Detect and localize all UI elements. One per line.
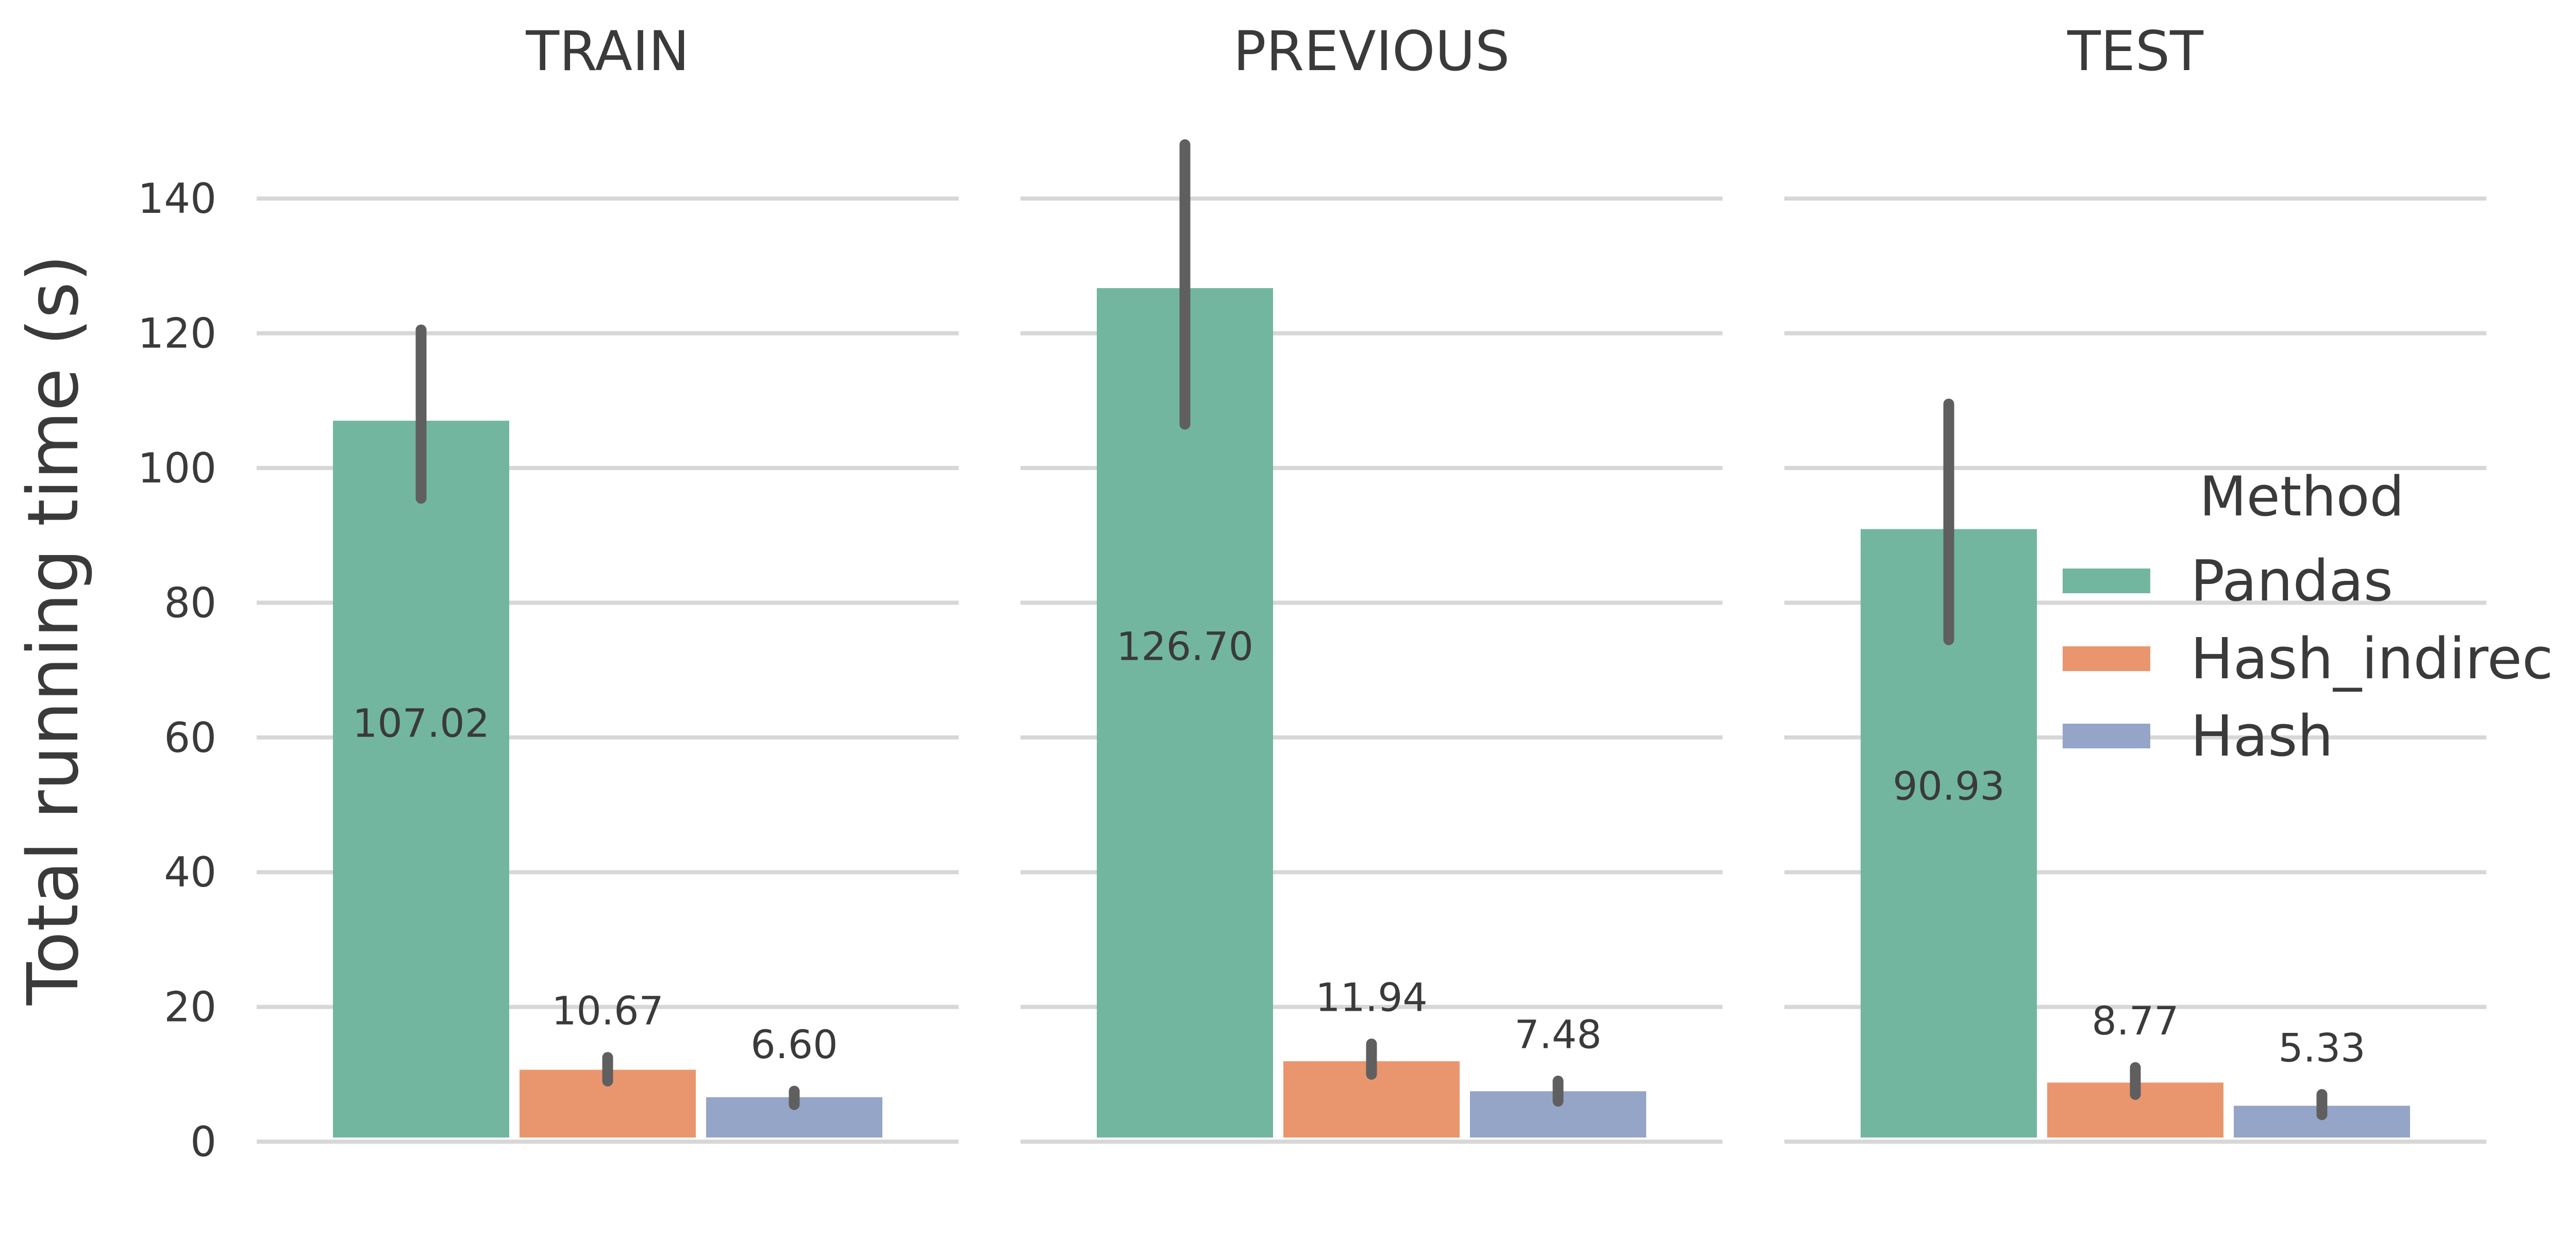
data-label: 90.93 (1893, 763, 2005, 809)
legend-swatch (2063, 646, 2150, 671)
data-label: 126.70 (1116, 624, 1253, 670)
data-label: 7.48 (1514, 1011, 1601, 1057)
data-label: 10.67 (551, 988, 664, 1034)
y-axis-ticks: 0 20 40 60 80 100 120 140 (138, 175, 216, 1166)
y-axis-label: Total running time (s) (13, 255, 94, 1006)
bars (333, 288, 2410, 1138)
data-label: 5.33 (2278, 1025, 2365, 1071)
data-label: 11.94 (1315, 974, 1428, 1020)
y-tick-label: 40 (164, 848, 216, 896)
bar (1097, 288, 1273, 1138)
data-labels: 107.02 10.67 6.60 126.70 11.94 7.48 90.93 8.77 5… (353, 624, 2366, 1071)
error-bars (415, 139, 2328, 1121)
data-label: 8.77 (2092, 998, 2179, 1044)
legend-swatch (2063, 569, 2150, 593)
y-tick-label: 100 (138, 444, 216, 492)
panel-title: TRAIN (525, 20, 689, 83)
y-tick-label: 140 (138, 175, 216, 223)
y-tick-label: 20 (164, 983, 216, 1031)
legend-swatch (2063, 724, 2150, 748)
y-tick-label: 0 (190, 1118, 216, 1166)
panel-title: TEST (2067, 20, 2204, 83)
y-tick-label: 60 (164, 714, 216, 762)
legend-label: Hash (2190, 703, 2333, 769)
data-label: 107.02 (353, 700, 490, 746)
legend-title: Method (2199, 465, 2404, 528)
y-tick-label: 120 (138, 310, 216, 358)
data-label: 6.60 (750, 1022, 838, 1067)
legend-label: Pandas (2190, 548, 2393, 614)
legend-label: Hash_indirec (2190, 626, 2553, 692)
bar (333, 421, 509, 1138)
panel-titles: TRAIN PREVIOUS TEST (525, 20, 2204, 83)
panel-title: PREVIOUS (1233, 20, 1510, 83)
y-tick-label: 80 (164, 579, 216, 627)
legend: Method Pandas Hash_indirec Hash (2063, 465, 2553, 769)
